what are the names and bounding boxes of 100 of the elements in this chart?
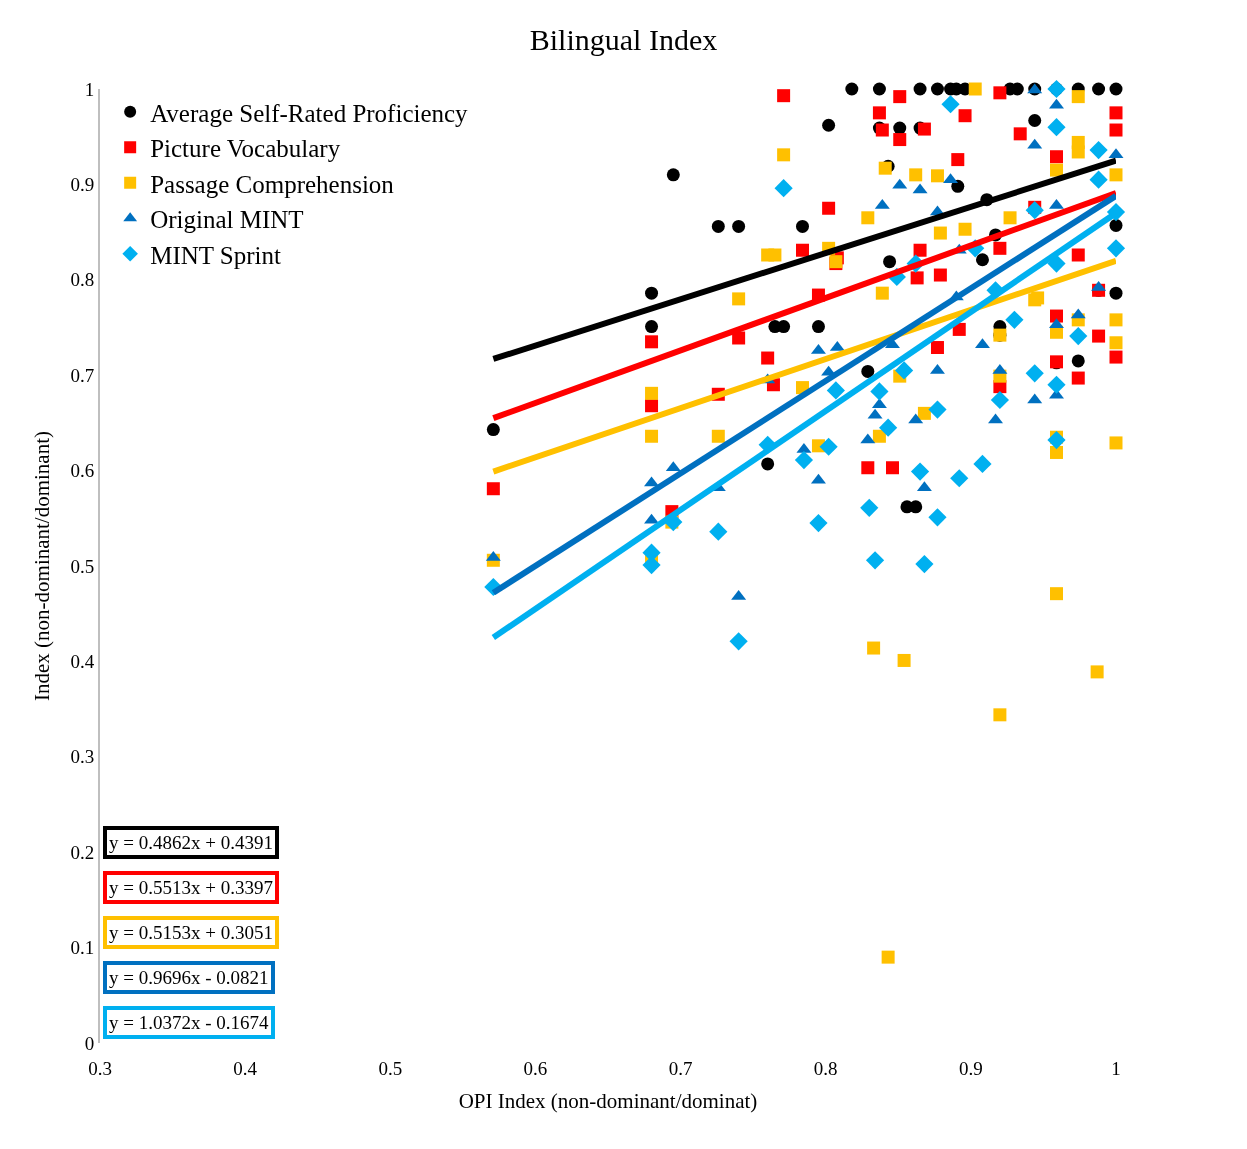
point	[809, 513, 828, 533]
y-tick-label: 1	[84, 78, 95, 100]
point	[885, 461, 899, 475]
point	[1071, 248, 1085, 262]
point	[1049, 587, 1063, 601]
point	[913, 82, 927, 96]
y-tick-label: 0.1	[70, 937, 95, 959]
point	[951, 179, 965, 193]
point	[777, 320, 791, 334]
x-tick-label: 0.8	[813, 1058, 838, 1079]
point	[1069, 326, 1088, 346]
point	[1071, 354, 1085, 368]
point	[993, 86, 1007, 100]
point	[1071, 90, 1085, 104]
point	[894, 361, 914, 380]
point	[486, 423, 500, 437]
point	[879, 418, 898, 437]
y-tick-label: 0.6	[70, 460, 95, 482]
point	[1047, 118, 1066, 137]
point	[645, 320, 659, 334]
point	[1109, 123, 1123, 137]
y-tick-label: 0.8	[70, 269, 95, 291]
point	[951, 153, 965, 167]
legend-label: Original MINT	[150, 206, 304, 233]
point	[1047, 375, 1066, 394]
point	[1109, 286, 1123, 300]
point	[796, 219, 809, 233]
point	[1049, 445, 1063, 459]
y-tick-label: 0.2	[70, 841, 95, 863]
point	[952, 322, 966, 336]
point	[893, 133, 907, 147]
point	[933, 268, 947, 282]
point	[930, 169, 944, 183]
point	[1071, 145, 1085, 159]
point	[872, 429, 886, 443]
legend-label: Picture Vocabulary	[150, 135, 341, 162]
y-tick-label: 0.9	[70, 174, 95, 196]
y-axis-title: Index (non-dominant/dominant)	[30, 430, 55, 702]
point	[645, 286, 659, 300]
y-tick-label: 0.7	[70, 364, 95, 386]
point	[732, 292, 746, 306]
y-tick-label: 0	[84, 1032, 95, 1054]
annotation: y = 0.4862x + 0.4391	[109, 832, 273, 853]
point	[913, 243, 927, 257]
point	[761, 457, 775, 471]
point	[950, 469, 969, 488]
y-tick-label: 0.4	[70, 651, 95, 673]
point	[486, 482, 500, 496]
x-axis-title: OPI Index (non-dominant/dominat)	[458, 1089, 758, 1114]
point	[1109, 82, 1123, 96]
point	[958, 109, 972, 123]
legend-label: Average Self-Rated Proficiency	[150, 99, 469, 127]
point	[928, 508, 947, 527]
x-tick-label: 0.4	[233, 1058, 258, 1079]
point	[1047, 430, 1066, 450]
point	[930, 82, 944, 96]
point	[883, 255, 897, 269]
point	[774, 179, 793, 198]
point	[910, 462, 930, 481]
point	[1049, 163, 1063, 177]
point	[993, 241, 1007, 255]
point	[777, 148, 791, 162]
point	[1028, 113, 1042, 127]
point	[1047, 254, 1066, 273]
point	[711, 219, 725, 233]
point	[1092, 82, 1106, 96]
point	[1025, 364, 1044, 383]
point	[915, 554, 934, 574]
point	[777, 89, 791, 103]
y-tick-label: 0.3	[70, 746, 95, 768]
point	[968, 82, 982, 96]
x-tick-label: 0.7	[668, 1058, 693, 1079]
point	[709, 522, 728, 541]
point	[973, 454, 992, 474]
point	[928, 400, 947, 419]
point	[861, 211, 875, 225]
y-tick-label: 0.5	[70, 555, 95, 577]
legend-label: MINT Sprint	[150, 241, 282, 269]
point	[1109, 350, 1123, 364]
point	[1089, 140, 1108, 160]
point	[861, 364, 875, 378]
annotation: y = 0.9696x - 0.0821	[109, 967, 269, 988]
point	[930, 341, 944, 355]
point	[1005, 310, 1024, 329]
point	[1013, 127, 1027, 141]
point	[1109, 436, 1123, 450]
annotation: y = 1.0372x - 0.1674	[109, 1012, 270, 1033]
point	[881, 950, 895, 964]
point	[822, 118, 836, 132]
point	[1089, 170, 1108, 189]
point	[795, 243, 809, 257]
x-tick-label: 0.9	[958, 1058, 983, 1079]
point	[1090, 665, 1104, 679]
x-tick-label: 1	[1111, 1058, 1121, 1079]
point	[819, 437, 838, 456]
point	[845, 82, 859, 96]
point	[768, 248, 782, 262]
point	[1092, 329, 1106, 343]
point	[645, 429, 659, 443]
annotation: y = 0.5513x + 0.3397	[109, 877, 273, 898]
